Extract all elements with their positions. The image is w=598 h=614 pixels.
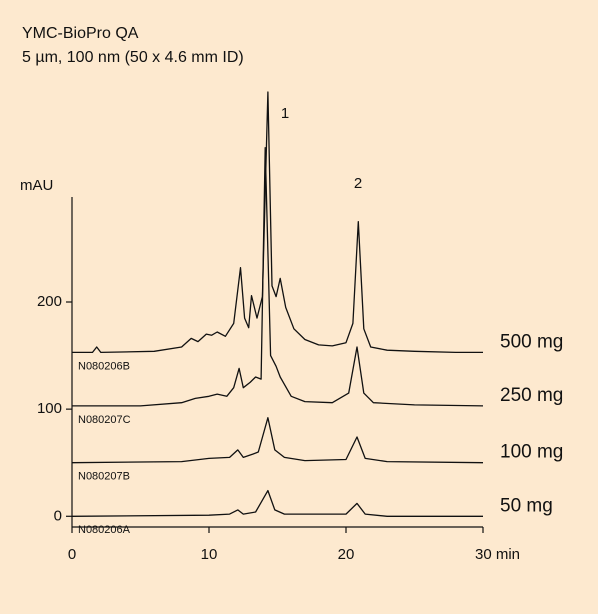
sample-label: N080207C (78, 414, 131, 426)
y-tick-label: 0 (54, 507, 62, 524)
legend-label: 100 mg (500, 442, 563, 463)
x-tick-label: 30 min (475, 546, 520, 563)
legend-label: 500 mg (500, 331, 563, 352)
trace (72, 147, 484, 407)
y-tick-label: 100 (37, 400, 62, 417)
y-tick-label: 200 (37, 293, 62, 310)
sample-label: N080206A (78, 524, 131, 536)
x-tick-label: 20 (338, 546, 355, 563)
peak-label: 1 (281, 105, 289, 122)
sample-label: N080207B (78, 471, 130, 483)
trace (72, 91, 483, 354)
trace (71, 489, 483, 517)
legend-label: 50 mg (500, 495, 553, 516)
y-axis-label: mAU (20, 177, 53, 194)
legend-label: 250 mg (500, 385, 563, 406)
x-tick-label: 0 (68, 546, 76, 563)
chart-title: YMC-BioPro QA (22, 25, 139, 42)
chart-subtitle: 5 µm, 100 nm (50 x 4.6 mm ID) (22, 49, 244, 66)
sample-label: N080206B (78, 360, 130, 372)
trace (71, 417, 484, 464)
x-tick-label: 10 (201, 546, 218, 563)
peak-label: 2 (354, 175, 362, 192)
